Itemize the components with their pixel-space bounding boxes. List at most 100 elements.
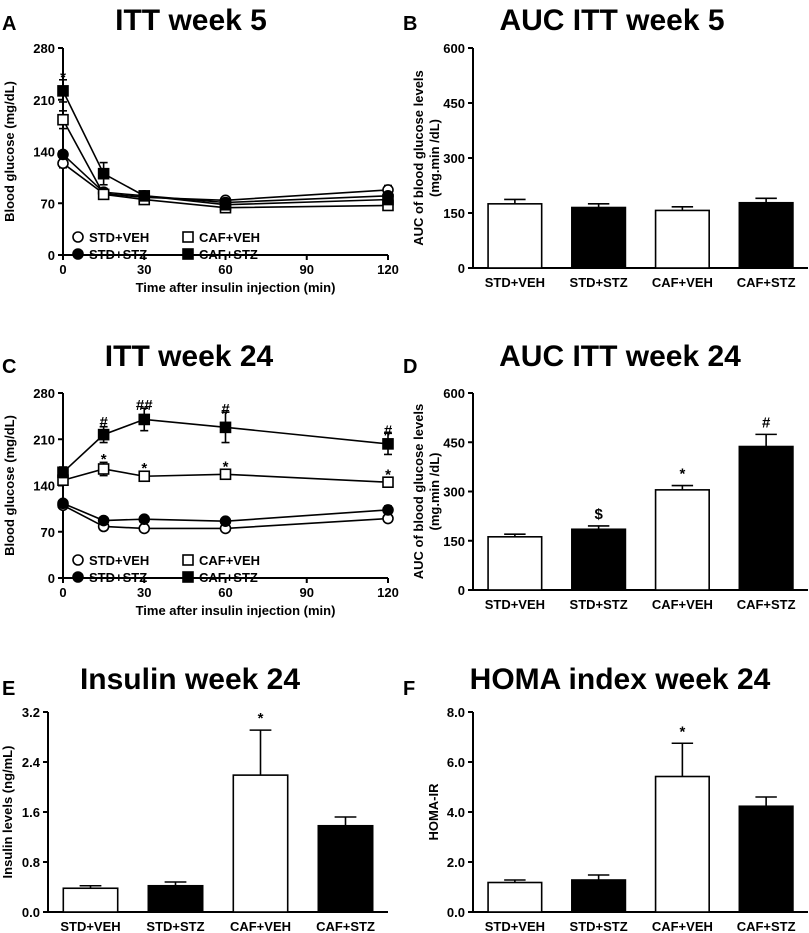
bar-caf-stz [317, 824, 374, 913]
y-tick-label: 150 [443, 206, 465, 221]
y-tick-label: 8.0 [447, 705, 465, 720]
y-tick-label: 280 [33, 41, 55, 56]
y-tick-label: 2.4 [22, 755, 41, 770]
y-tick-label: 450 [443, 96, 465, 111]
significance-marker: * [101, 451, 107, 468]
y-tick-label: 0 [48, 248, 55, 263]
x-axis-label: Time after insulin injection (min) [136, 603, 336, 618]
data-point [182, 248, 194, 260]
x-tick-label: 120 [377, 585, 399, 600]
data-point [138, 470, 151, 483]
series-caf-veh [57, 461, 394, 488]
significance-marker: * [679, 466, 685, 483]
data-point [72, 554, 84, 566]
category-label: STD+VEH [485, 275, 545, 290]
y-tick-label: 3.2 [22, 705, 40, 720]
y-tick-label: 4.0 [447, 805, 465, 820]
bar-std-stz [147, 884, 204, 913]
data-point [219, 515, 232, 527]
bar-caf-stz [738, 445, 794, 591]
y-axis-label: (mg.min /dL) [427, 119, 442, 197]
significance-marker: * [223, 459, 229, 476]
data-point [97, 428, 110, 441]
panel-f-title: HOMA index week 24 [470, 663, 771, 696]
y-tick-label: 0.8 [22, 855, 40, 870]
y-tick-label: 300 [443, 485, 465, 500]
y-tick-label: 2.0 [447, 855, 465, 870]
data-point [138, 513, 151, 525]
category-label: CAF+VEH [652, 597, 713, 612]
significance-marker: * [60, 69, 66, 86]
category-label: CAF+STZ [316, 919, 375, 933]
chart-homa-index-week-24: 0.0 2.0 4.0 6.0 8.0 HOMA-IR STD+VEH STD+STZ CAF+… [426, 705, 808, 933]
data-point [72, 231, 84, 243]
y-axis-label: Blood glucose (mg/dL) [2, 415, 17, 556]
data-point [72, 571, 84, 583]
data-point [182, 231, 194, 243]
data-point [57, 85, 69, 97]
data-point [97, 514, 110, 527]
y-tick-label: 140 [33, 145, 55, 160]
data-point [138, 413, 151, 426]
category-label: STD+STZ [146, 919, 204, 933]
y-axis-label: HOMA-IR [426, 783, 441, 841]
chart-auc-itt-week-24: 0 150 300 450 600 AUC of blood glucose levels… [411, 386, 808, 612]
category-label: CAF+VEH [230, 919, 291, 933]
y-tick-label: 70 [41, 525, 55, 540]
bar-caf-stz [738, 201, 794, 269]
legend-label: CAF+VEH [199, 553, 260, 568]
bar-std-stz [571, 528, 627, 591]
legend-label: CAF+STZ [199, 247, 258, 262]
series-caf-stz [57, 407, 394, 479]
panel-c-title: ITT week 24 [105, 340, 274, 373]
y-tick-label: 70 [41, 196, 55, 211]
panel-b-letter: B [403, 13, 417, 35]
category-label: CAF+STZ [737, 275, 796, 290]
x-tick-label: 0 [59, 585, 66, 600]
y-tick-label: 600 [443, 386, 465, 401]
data-point [138, 190, 151, 202]
significance-marker: # [221, 401, 230, 418]
legend-label: STD+VEH [89, 230, 149, 245]
legend-label: CAF+VEH [199, 230, 260, 245]
panel-d-title: AUC ITT week 24 [499, 340, 741, 373]
category-label: STD+VEH [60, 919, 120, 933]
data-point [57, 113, 69, 126]
data-point [219, 468, 232, 481]
bar-caf-veh [654, 775, 710, 913]
panel-f-letter: F [403, 678, 415, 700]
bar-caf-veh [654, 489, 710, 591]
bar-caf-veh [232, 774, 289, 913]
data-point [382, 504, 394, 516]
y-tick-label: 150 [443, 534, 465, 549]
data-point [57, 466, 69, 479]
data-point [72, 248, 84, 260]
y-tick-label: 0.0 [22, 905, 40, 920]
series-caf-stz [57, 78, 394, 211]
data-point [219, 421, 232, 434]
bar-std-veh [487, 881, 543, 913]
category-label: CAF+VEH [652, 919, 713, 933]
category-label: STD+VEH [485, 597, 545, 612]
panel-a-title: ITT week 5 [115, 4, 267, 37]
x-tick-label: 30 [137, 262, 151, 277]
x-tick-label: 60 [218, 262, 232, 277]
significance-marker: # [762, 414, 771, 431]
category-label: STD+STZ [570, 919, 628, 933]
significance-marker: # [99, 414, 108, 431]
x-axis-label: Time after insulin injection (min) [136, 280, 336, 295]
legend: STD+VEH CAF+VEH STD+STZ CAF+STZ [72, 230, 260, 262]
bar-std-veh [487, 203, 543, 269]
y-axis-label: Insulin levels (ng/mL) [0, 746, 15, 879]
bar-std-veh [62, 887, 119, 913]
x-tick-label: 120 [377, 262, 399, 277]
y-axis-label: AUC of blood glucose levels [411, 404, 426, 580]
chart-itt-week-24: 0 70 140 210 280 Blood glucose (mg/dL) 0 30 60 90… [2, 386, 399, 618]
series-line [62, 90, 389, 206]
legend-label: STD+VEH [89, 553, 149, 568]
legend-label: STD+STZ [89, 247, 147, 262]
series-std-stz [57, 497, 394, 527]
bar-caf-stz [738, 805, 794, 913]
y-tick-label: 0 [458, 583, 465, 598]
